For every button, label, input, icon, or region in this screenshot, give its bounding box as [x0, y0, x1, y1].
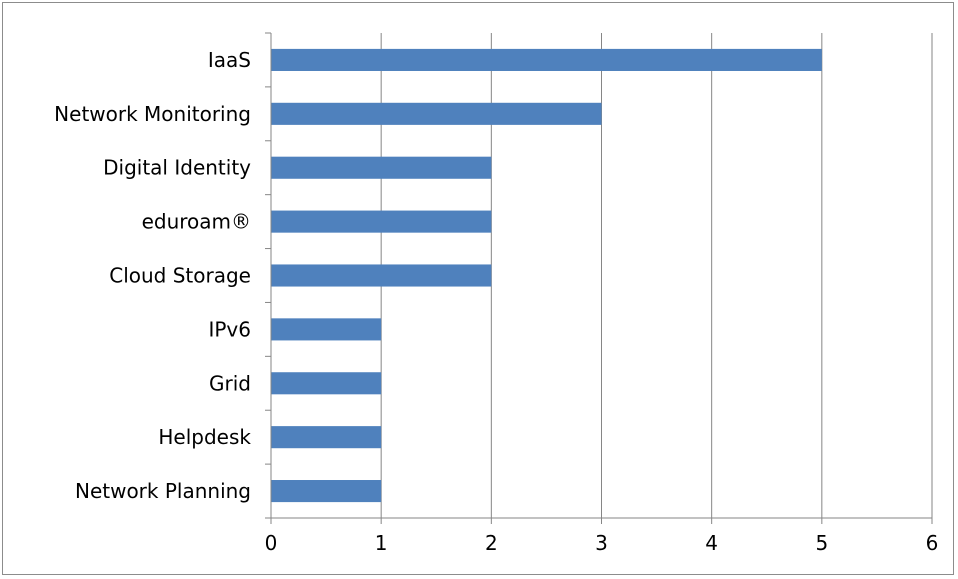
category-label: eduroam® [142, 210, 251, 234]
category-label: Network Monitoring [54, 102, 251, 126]
bar-4 [271, 264, 492, 287]
x-tick-label: 4 [705, 531, 718, 555]
x-tick-label: 5 [815, 531, 828, 555]
bar-8 [271, 480, 382, 503]
bar-1 [271, 102, 602, 125]
x-tick-label: 0 [265, 531, 278, 555]
labels: 0 1 2 3 4 5 6 IaaS Network Monitoring Digital Ide… [54, 48, 938, 555]
bar-7 [271, 426, 382, 449]
x-tick-label: 6 [926, 531, 939, 555]
category-label: Grid [209, 371, 251, 395]
bar-2 [271, 156, 492, 179]
bar-6 [271, 372, 382, 395]
bar-chart: 0 1 2 3 4 5 6 IaaS Network Monitoring Digital Ide… [54, 32, 938, 555]
category-label: Digital Identity [103, 156, 251, 180]
category-label: IPv6 [208, 317, 251, 341]
x-tick-label: 1 [375, 531, 388, 555]
axes [265, 32, 933, 524]
bar-5 [271, 318, 382, 341]
x-tick-label: 3 [595, 531, 608, 555]
x-tick-label: 2 [485, 531, 498, 555]
category-label: IaaS [208, 48, 251, 72]
category-label: Helpdesk [158, 425, 251, 449]
bar-3 [271, 210, 492, 233]
category-label: Network Planning [75, 479, 251, 503]
bars [271, 48, 822, 503]
category-label: Cloud Storage [109, 264, 251, 288]
bar-0 [271, 48, 822, 71]
